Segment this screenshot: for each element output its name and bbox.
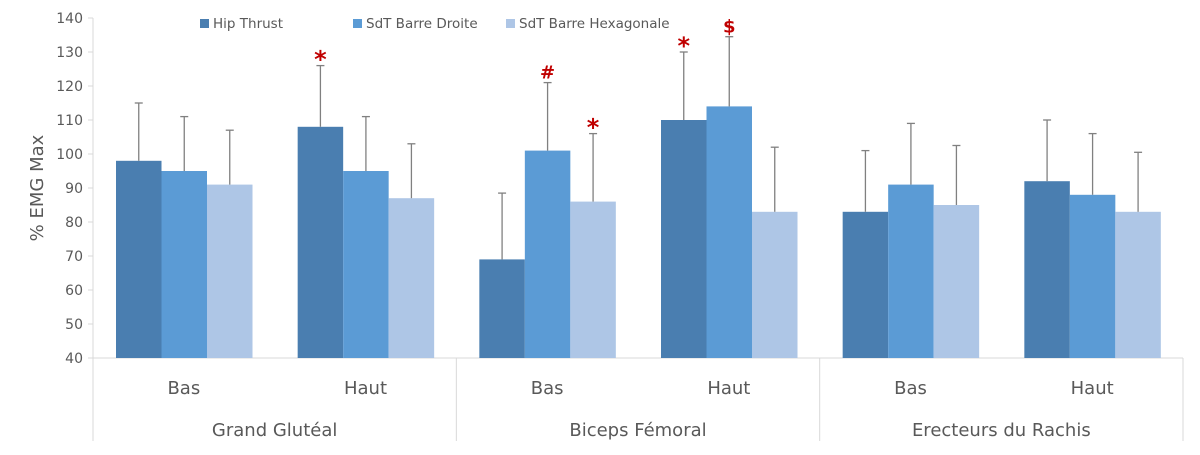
category-label: Haut xyxy=(707,378,750,399)
bar-hip-thrust xyxy=(661,120,707,358)
bar-sdt-barre-droite xyxy=(343,171,389,358)
y-tick-label: 80 xyxy=(65,215,83,231)
bar-sdt-barre-hexagonale xyxy=(388,198,435,358)
bar-sdt-barre-hexagonale xyxy=(207,184,253,358)
legend-label: SdT Barre Droite xyxy=(366,16,478,32)
bar-sdt-barre-hexagonale xyxy=(570,201,616,358)
category-label: Bas xyxy=(894,378,927,399)
bar-hip-thrust xyxy=(297,126,344,358)
y-tick-label: 40 xyxy=(65,351,83,367)
bar-sdt-barre-hexagonale xyxy=(752,211,798,358)
bar-hip-thrust xyxy=(842,211,889,358)
bar-sdt-barre-droite xyxy=(888,184,934,358)
y-tick-label: 60 xyxy=(65,283,83,299)
legend-swatch xyxy=(353,19,362,28)
group-label: Biceps Fémoral xyxy=(569,420,706,441)
significance-marker: * xyxy=(587,114,600,142)
bar-sdt-barre-droite xyxy=(706,106,752,359)
category-label: Bas xyxy=(167,378,200,399)
category-label: Haut xyxy=(1071,378,1114,399)
legend-swatch xyxy=(200,19,209,28)
y-tick-label: 110 xyxy=(56,113,83,129)
bar-sdt-barre-droite xyxy=(524,150,571,358)
group-label: Erecteurs du Rachis xyxy=(912,420,1091,441)
legend-swatch xyxy=(506,19,515,28)
y-tick-label: 50 xyxy=(65,317,83,333)
y-tick-label: 100 xyxy=(56,147,83,163)
bar-hip-thrust xyxy=(116,160,162,358)
significance-marker: $ xyxy=(723,17,736,38)
bar-sdt-barre-droite xyxy=(161,171,207,358)
bar-sdt-barre-droite xyxy=(1069,194,1116,358)
category-label: Bas xyxy=(531,378,564,399)
legend-label: Hip Thrust xyxy=(213,16,283,32)
y-tick-label: 140 xyxy=(56,11,83,27)
y-axis-title: % EMG Max xyxy=(27,134,48,241)
y-tick-label: 120 xyxy=(56,79,83,95)
group-label: Grand Glutéal xyxy=(212,420,337,441)
bar-hip-thrust xyxy=(1024,181,1070,358)
bar-sdt-barre-hexagonale xyxy=(933,205,980,358)
bar-sdt-barre-hexagonale xyxy=(1115,211,1161,358)
significance-marker: * xyxy=(314,46,327,74)
y-tick-label: 70 xyxy=(65,249,83,265)
significance-marker: * xyxy=(677,32,690,60)
category-label: Haut xyxy=(344,378,387,399)
legend-label: SdT Barre Hexagonale xyxy=(519,16,670,32)
y-tick-label: 130 xyxy=(56,45,83,61)
bar-hip-thrust xyxy=(479,259,525,358)
significance-marker: # xyxy=(540,63,555,84)
y-tick-label: 90 xyxy=(65,181,83,197)
